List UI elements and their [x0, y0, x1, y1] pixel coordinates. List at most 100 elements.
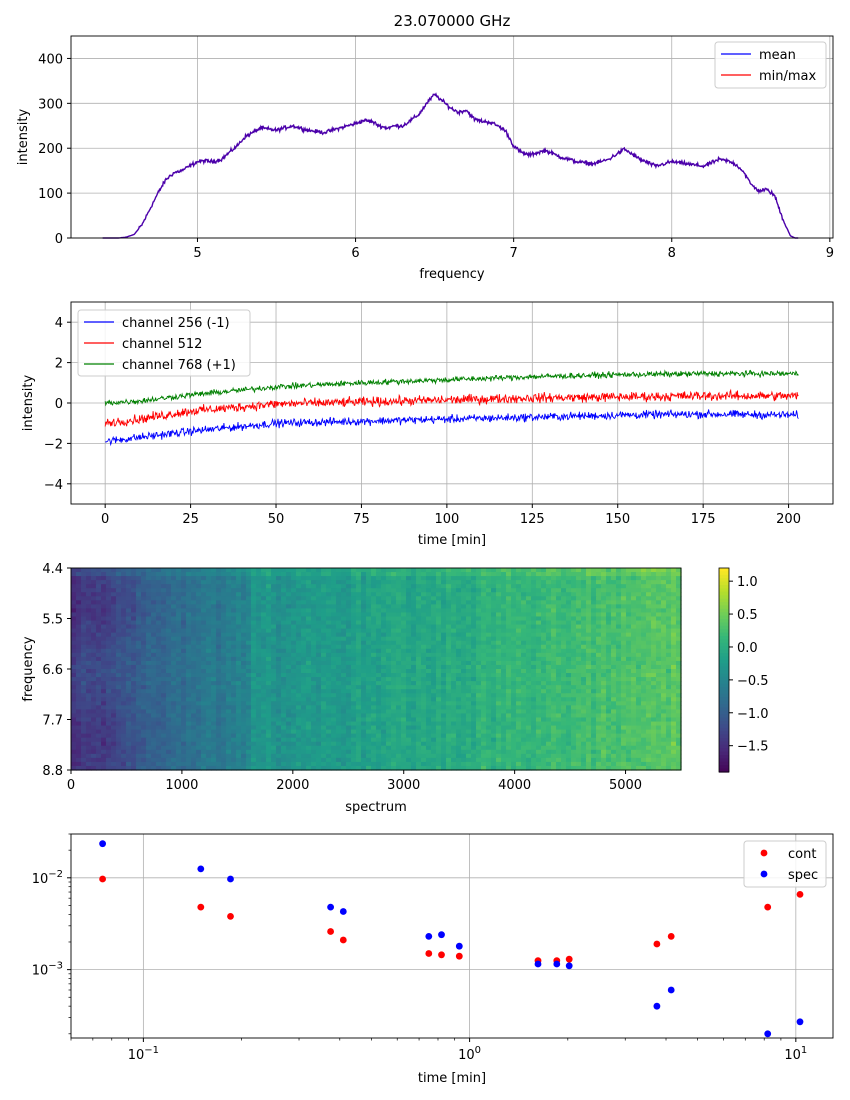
heatmap-cell	[321, 644, 327, 650]
heatmap-cell	[491, 705, 497, 710]
heatmap-cell	[456, 620, 462, 626]
heatmap-cell	[451, 584, 457, 589]
heatmap-cell	[306, 713, 312, 719]
heatmap-cell	[271, 596, 277, 601]
heatmap-cell	[171, 713, 177, 719]
heatmap-cell	[551, 705, 557, 710]
heatmap-cell	[211, 572, 217, 577]
heatmap-cell	[656, 685, 662, 690]
heatmap-cell	[496, 693, 502, 698]
heatmap-cell	[561, 652, 567, 658]
heatmap-cell	[596, 608, 602, 614]
heatmap-cell	[226, 576, 232, 581]
heatmap-cell	[181, 669, 187, 674]
heatmap-cell	[201, 677, 207, 682]
heatmap-cell	[626, 713, 632, 719]
heatmap-cell	[291, 701, 297, 706]
heatmap-cell	[221, 636, 227, 642]
heatmap-cell	[661, 725, 667, 731]
heatmap-cell	[406, 689, 412, 694]
heatmap-cell	[621, 652, 627, 658]
heatmap-cell	[546, 600, 552, 605]
heatmap-cell	[71, 628, 77, 634]
heatmap-cell	[576, 624, 582, 630]
heatmap-cell	[186, 592, 192, 597]
heatmap-cell	[371, 701, 377, 706]
heatmap-cell	[561, 677, 567, 682]
heatmap-cell	[316, 660, 322, 666]
heatmap-cell	[346, 725, 352, 731]
heatmap-cell	[86, 673, 92, 678]
heatmap-cell	[476, 673, 482, 678]
heatmap-cell	[236, 664, 242, 670]
heatmap-cell	[136, 584, 142, 589]
heatmap-cell	[371, 568, 377, 573]
heatmap-cell	[546, 580, 552, 585]
heatmap-cell	[526, 717, 532, 723]
heatmap-cell	[126, 568, 132, 573]
heatmap-cell	[546, 693, 552, 698]
heatmap-cell	[141, 632, 147, 638]
heatmap-cell	[176, 592, 182, 597]
heatmap-cell	[186, 596, 192, 601]
heatmap-cell	[76, 677, 82, 682]
heatmap-cell	[431, 628, 437, 634]
heatmap-cell	[136, 725, 142, 731]
heatmap-cell	[186, 600, 192, 605]
heatmap-cell	[326, 681, 332, 686]
heatmap-cell	[181, 689, 187, 694]
heatmap-cell	[506, 697, 512, 702]
heatmap-cell	[631, 616, 637, 622]
heatmap-cell	[231, 620, 237, 626]
heatmap-cell	[491, 701, 497, 706]
heatmap-cell	[126, 628, 132, 634]
heatmap-cell	[631, 717, 637, 723]
heatmap-cell	[386, 584, 392, 589]
heatmap-cell	[171, 705, 177, 710]
heatmap-cell	[381, 705, 387, 710]
heatmap-cell	[166, 681, 172, 686]
heatmap-cell	[301, 693, 307, 698]
heatmap-cell	[431, 701, 437, 706]
heatmap-cell	[106, 705, 112, 710]
heatmap-cell	[341, 656, 347, 662]
heatmap-cell	[241, 640, 247, 646]
heatmap-cell	[191, 588, 197, 593]
heatmap-cell	[101, 596, 107, 601]
heatmap-cell	[676, 576, 682, 581]
heatmap-cell	[606, 697, 612, 702]
heatmap-cell	[71, 652, 77, 658]
heatmap-cell	[201, 669, 207, 674]
heatmap-cell	[241, 689, 247, 694]
heatmap-cell	[261, 612, 267, 618]
heatmap-cell	[286, 660, 292, 666]
heatmap-cell	[526, 713, 532, 719]
heatmap-cell	[96, 705, 102, 710]
heatmap-cell	[111, 648, 117, 654]
heatmap-cell	[446, 584, 452, 589]
heatmap-cell	[456, 697, 462, 702]
heatmap-cell	[211, 689, 217, 694]
heatmap-cell	[626, 636, 632, 642]
heatmap-cell	[131, 604, 137, 609]
heatmap-cell	[526, 689, 532, 694]
heatmap-cell	[671, 648, 677, 654]
heatmap-cell	[606, 669, 612, 674]
heatmap-cell	[416, 697, 422, 702]
heatmap-cell	[361, 600, 367, 605]
heatmap-cell	[371, 681, 377, 686]
heatmap-cell	[201, 664, 207, 670]
heatmap-cell	[341, 568, 347, 573]
heatmap-cell	[351, 592, 357, 597]
heatmap-cell	[666, 660, 672, 666]
heatmap-cell	[446, 576, 452, 581]
heatmap-cell	[86, 620, 92, 626]
heatmap-cell	[631, 685, 637, 690]
heatmap-cell	[261, 568, 267, 573]
heatmap-cell	[166, 677, 172, 682]
heatmap-cell	[471, 604, 477, 609]
heatmap-cell	[351, 628, 357, 634]
heatmap-cell	[281, 648, 287, 654]
heatmap-cell	[391, 644, 397, 650]
heatmap-cell	[251, 596, 257, 601]
